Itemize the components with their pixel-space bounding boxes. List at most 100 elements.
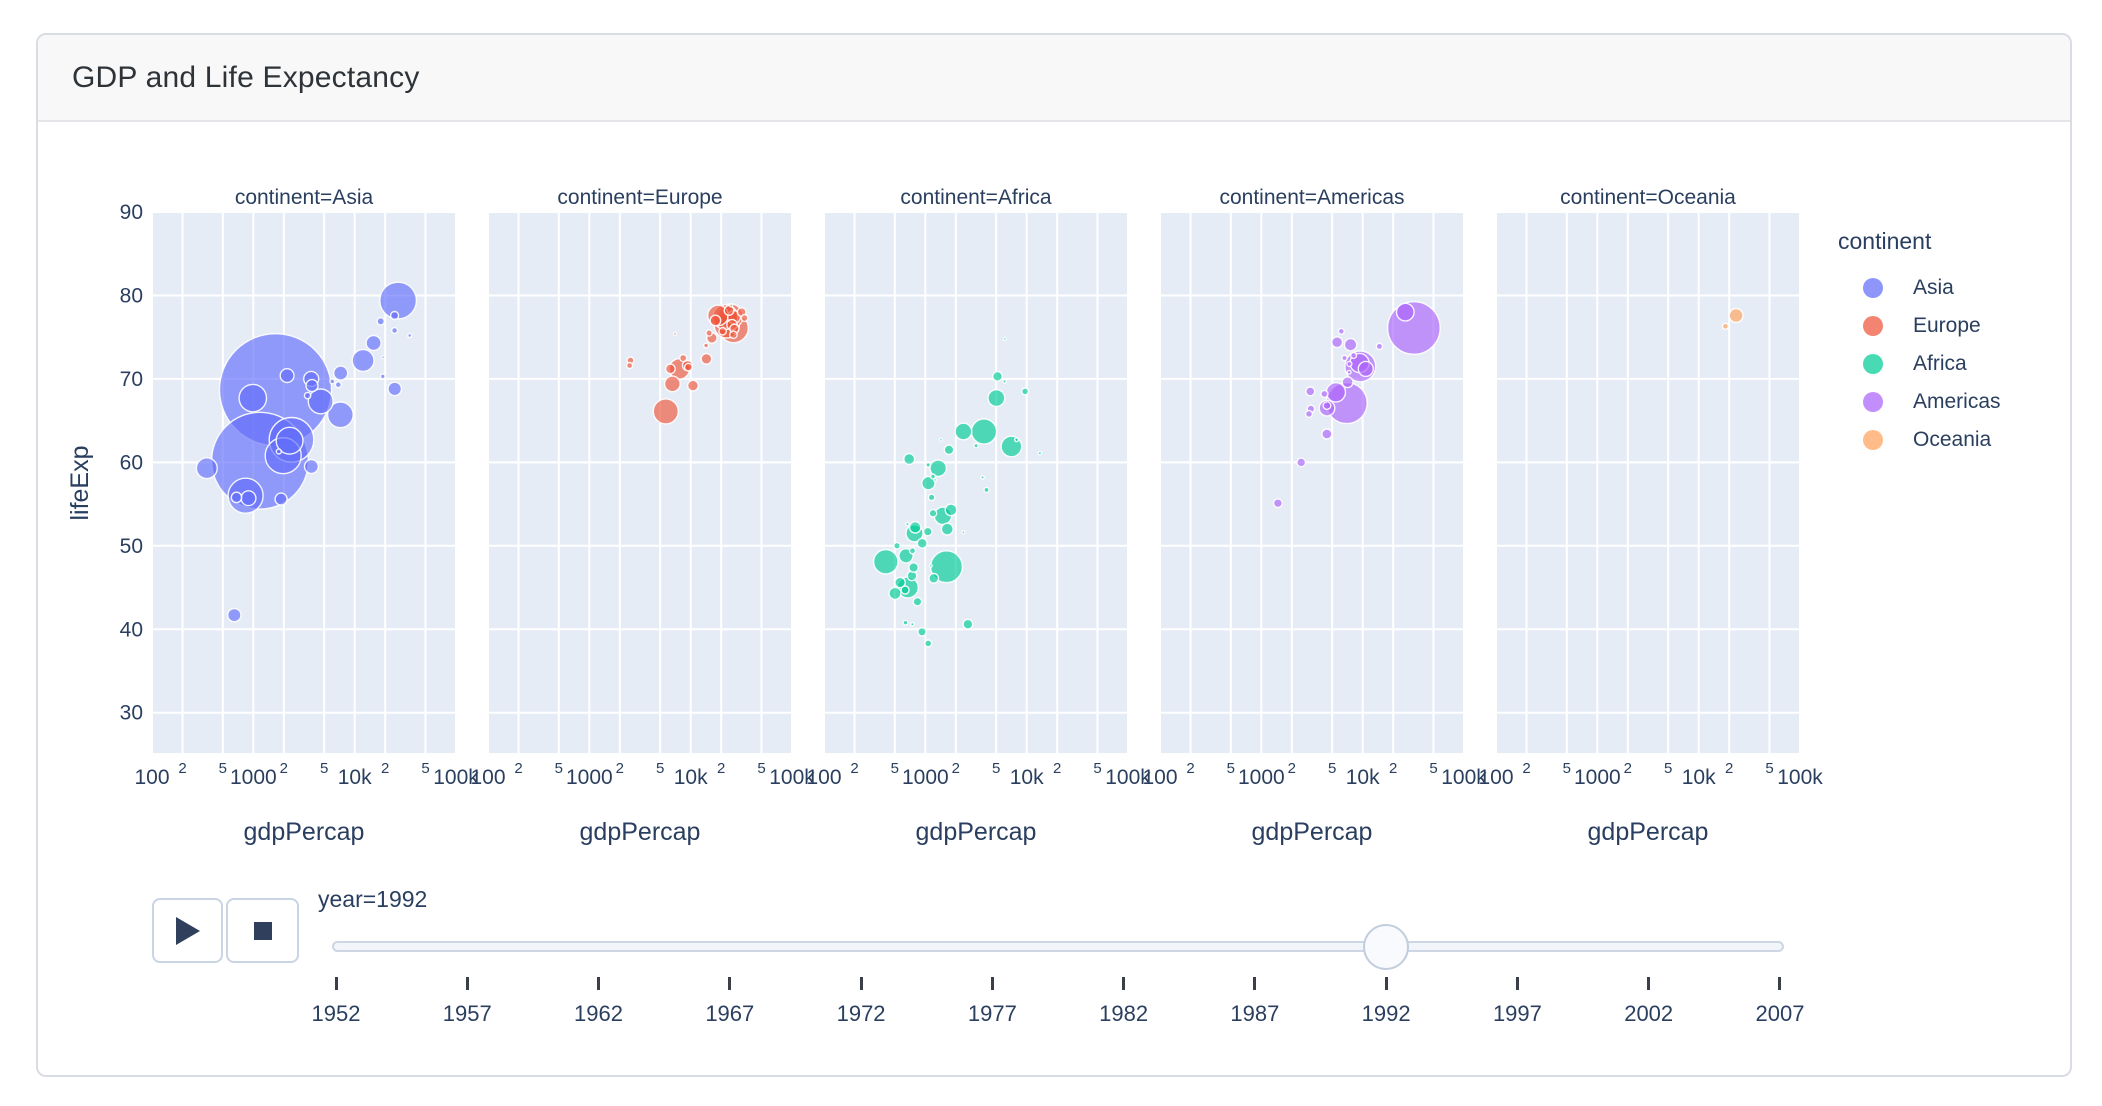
data-point-americas[interactable] <box>1304 409 1314 419</box>
data-point-americas[interactable] <box>1330 336 1344 349</box>
slider-tick-label[interactable]: 1982 <box>1099 1001 1149 1026</box>
data-point-americas[interactable] <box>1349 351 1358 360</box>
data-point-europe[interactable] <box>663 375 681 393</box>
data-point-asia[interactable] <box>380 355 386 360</box>
slider-tick-label[interactable]: 1952 <box>311 1001 361 1026</box>
data-point-africa[interactable] <box>944 503 958 517</box>
data-point-europe[interactable] <box>740 313 749 323</box>
data-point-americas[interactable] <box>1305 386 1316 397</box>
data-point-americas[interactable] <box>1322 401 1332 411</box>
data-point-americas[interactable] <box>1337 327 1345 335</box>
data-point-africa[interactable] <box>888 586 902 601</box>
data-point-asia[interactable] <box>303 458 320 475</box>
data-point-europe[interactable] <box>729 303 734 308</box>
data-point-asia[interactable] <box>238 383 268 413</box>
slider-tick-label[interactable]: 2002 <box>1624 1001 1674 1026</box>
data-point-asia[interactable] <box>379 281 418 320</box>
data-point-africa[interactable] <box>929 459 948 478</box>
data-point-africa[interactable] <box>943 444 955 456</box>
data-point-asia[interactable] <box>226 607 242 623</box>
data-point-africa[interactable] <box>987 389 1006 408</box>
data-point-europe[interactable] <box>679 353 688 363</box>
data-point-oceania[interactable] <box>1728 307 1744 324</box>
legend-item-africa[interactable]: Africa <box>1838 345 2068 383</box>
data-point-africa[interactable] <box>902 619 909 626</box>
data-point-asia[interactable] <box>333 365 349 381</box>
data-point-americas[interactable] <box>1341 376 1354 389</box>
data-point-americas[interactable] <box>1272 498 1283 509</box>
data-point-asia[interactable] <box>387 381 403 397</box>
data-point-africa[interactable] <box>903 452 916 466</box>
data-point-europe[interactable] <box>625 361 634 370</box>
data-point-americas[interactable] <box>1346 360 1353 368</box>
play-button[interactable] <box>152 898 223 963</box>
data-point-africa[interactable] <box>970 418 998 445</box>
data-point-africa[interactable] <box>921 475 936 491</box>
data-point-africa[interactable] <box>894 576 906 589</box>
data-point-africa[interactable] <box>1002 378 1007 384</box>
legend-item-asia[interactable]: Asia <box>1838 269 2068 307</box>
slider-tick-label[interactable]: 1967 <box>705 1001 755 1026</box>
data-point-africa[interactable] <box>1037 450 1043 456</box>
data-point-africa[interactable] <box>917 627 927 637</box>
data-point-africa[interactable] <box>916 537 928 549</box>
data-point-europe[interactable] <box>703 342 710 349</box>
data-point-asia[interactable] <box>391 326 399 335</box>
data-point-asia[interactable] <box>351 348 375 373</box>
data-point-americas[interactable] <box>1321 428 1333 440</box>
data-point-europe[interactable] <box>700 352 713 365</box>
data-point-africa[interactable] <box>908 547 917 555</box>
slider-tick-label[interactable]: 2007 <box>1755 1001 1805 1026</box>
data-point-africa[interactable] <box>927 493 936 502</box>
data-point-asia[interactable] <box>275 426 304 455</box>
data-point-europe[interactable] <box>672 331 678 336</box>
data-point-africa[interactable] <box>908 521 922 534</box>
slider-tick-label[interactable]: 1972 <box>836 1001 886 1026</box>
data-point-africa[interactable] <box>922 526 933 537</box>
data-point-asia[interactable] <box>379 373 386 380</box>
data-point-asia[interactable] <box>389 310 400 321</box>
data-point-africa[interactable] <box>929 473 937 480</box>
slider-tick-label[interactable]: 1987 <box>1230 1001 1280 1026</box>
data-point-africa[interactable] <box>973 442 979 449</box>
data-point-oceania[interactable] <box>1721 322 1730 330</box>
data-point-asia[interactable] <box>376 316 386 326</box>
data-point-africa[interactable] <box>908 562 919 573</box>
data-point-africa[interactable] <box>938 437 944 442</box>
year-slider-handle[interactable] <box>1363 924 1410 970</box>
data-point-europe[interactable] <box>652 398 679 425</box>
data-point-americas[interactable] <box>1320 389 1329 399</box>
data-point-africa[interactable] <box>932 477 938 482</box>
data-point-africa[interactable] <box>905 521 910 527</box>
data-point-americas[interactable] <box>1357 360 1375 378</box>
data-point-asia[interactable] <box>307 388 334 415</box>
data-point-asia[interactable] <box>195 457 218 480</box>
slider-tick-label[interactable]: 1962 <box>574 1001 623 1026</box>
data-point-americas[interactable] <box>1395 302 1415 322</box>
stop-button[interactable] <box>226 898 299 963</box>
data-point-asia[interactable] <box>326 401 354 429</box>
data-point-europe[interactable] <box>705 329 713 337</box>
slider-tick-label[interactable]: 1997 <box>1492 1001 1542 1026</box>
data-point-asia[interactable] <box>230 491 243 504</box>
data-point-africa[interactable] <box>983 486 990 494</box>
data-point-americas[interactable] <box>1296 457 1307 468</box>
data-point-europe[interactable] <box>683 362 693 372</box>
slider-tick-label[interactable]: 1977 <box>967 1001 1017 1026</box>
data-point-asia[interactable] <box>274 492 288 506</box>
data-point-asia[interactable] <box>365 334 382 352</box>
data-point-americas[interactable] <box>1375 342 1384 351</box>
data-point-africa[interactable] <box>893 541 901 550</box>
data-point-africa[interactable] <box>924 639 933 648</box>
data-point-asia[interactable] <box>275 448 282 455</box>
data-point-africa[interactable] <box>928 572 940 584</box>
data-point-americas[interactable] <box>1343 337 1358 352</box>
data-point-africa[interactable] <box>900 585 910 595</box>
data-point-africa[interactable] <box>910 621 915 627</box>
data-point-europe[interactable] <box>664 363 676 375</box>
data-point-africa[interactable] <box>928 563 933 568</box>
data-point-asia[interactable] <box>334 381 342 389</box>
data-point-africa[interactable] <box>1013 437 1020 443</box>
data-point-americas[interactable] <box>1346 369 1352 375</box>
data-point-europe[interactable] <box>723 305 735 317</box>
